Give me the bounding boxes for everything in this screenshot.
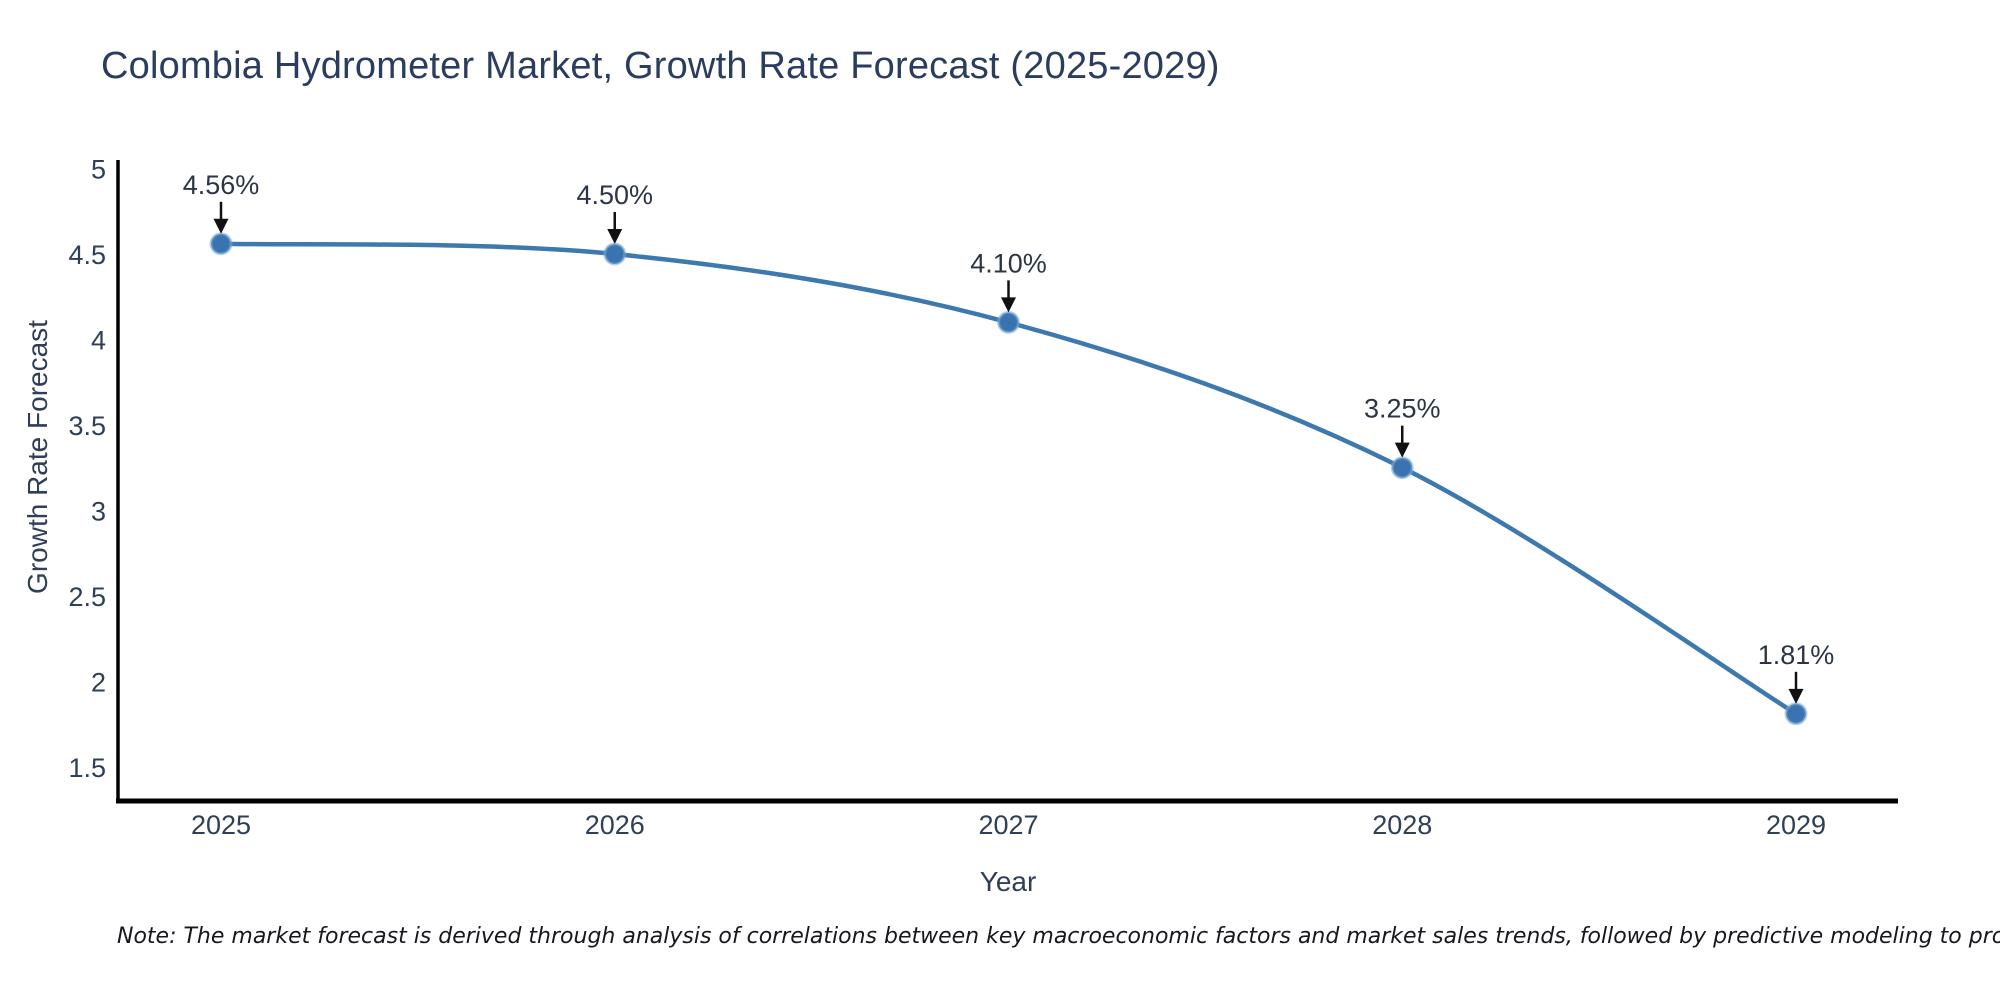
x-tick-label: 2026 [585,810,645,840]
chart-title: Colombia Hydrometer Market, Growth Rate … [101,45,1220,87]
data-point-marker [1784,702,1808,726]
y-tick-label: 5 [91,155,106,185]
x-axis-title: Year [979,866,1037,897]
point-value-label: 4.10% [970,248,1047,278]
y-tick-label: 3 [91,496,106,526]
data-point-marker [603,242,627,266]
y-tick-label: 1.5 [68,753,106,783]
annotation-arrowhead [213,218,229,234]
y-tick-label: 4 [91,325,106,355]
data-point-marker [209,232,233,256]
y-tick-label: 3.5 [68,411,106,441]
x-tick-label: 2028 [1372,810,1432,840]
point-value-label: 3.25% [1364,394,1441,424]
annotation-arrowhead [1394,442,1410,458]
point-value-label: 1.81% [1758,640,1835,670]
y-tick-label: 2.5 [68,582,106,612]
footnote: Note: The market forecast is derived thr… [117,924,2000,949]
y-tick-label: 2 [91,667,106,697]
x-tick-label: 2025 [191,810,251,840]
point-value-label: 4.56% [183,170,260,200]
x-tick-label: 2027 [978,810,1038,840]
y-tick-label: 4.5 [68,240,106,270]
point-value-label: 4.50% [576,180,653,210]
annotation-arrowhead [1001,297,1016,313]
data-point-marker [997,310,1020,334]
data-point-marker [1390,456,1414,480]
annotation-arrowhead [1788,688,1804,704]
x-tick-label: 2029 [1766,810,1826,840]
annotation-arrowhead [607,229,623,245]
